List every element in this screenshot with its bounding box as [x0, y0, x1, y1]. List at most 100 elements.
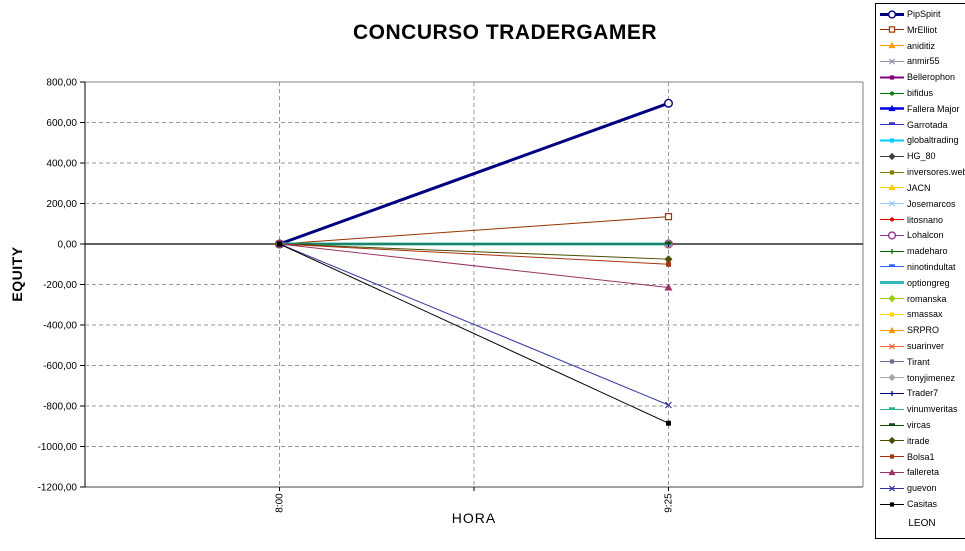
legend-marker: [889, 454, 895, 459]
legend-symbol-icon: [880, 42, 904, 49]
legend-label: optiongreg: [907, 277, 950, 288]
y-tick-label: -1200,00: [38, 483, 78, 494]
legend-label: PipSpirit: [907, 9, 941, 19]
series-marker-Bolsa1: [666, 261, 671, 267]
legend-item-Fallera Major: Fallera Major: [880, 101, 960, 117]
legend-label: inversores.webgs: [907, 167, 965, 178]
legend-footer-label: LEON: [908, 518, 936, 529]
legend-label: Bolsa1: [907, 451, 935, 462]
series-line-fallereta: [279, 243, 669, 289]
y-tick-label: 600,00: [46, 118, 77, 129]
legend-item-bifidus: bifidus: [880, 85, 933, 101]
legend-symbol-icon: [880, 90, 904, 96]
legend-symbol-icon: [880, 264, 904, 268]
legend-label: madeharo: [907, 246, 948, 257]
legend-marker: [889, 75, 895, 80]
legend-symbol-icon: [880, 437, 904, 445]
x-tick-label: 8:00: [275, 493, 286, 513]
legend-symbol-icon: [880, 312, 904, 317]
legend-label: Casitas: [907, 499, 938, 510]
legend-symbol-icon: [880, 26, 904, 33]
legend-item-Josemarcos: Josemarcos: [880, 196, 956, 212]
legend-label: Trader7: [907, 388, 939, 399]
legend-symbol-icon: [880, 374, 904, 382]
legend-item-Bolsa1: Bolsa1: [880, 449, 935, 465]
legend-marker: [888, 437, 896, 445]
legend-symbol-icon: [880, 58, 904, 65]
legend-symbol-icon: [880, 9, 904, 19]
y-tick-label: 800,00: [46, 78, 77, 89]
series-marker-itrade: [664, 255, 673, 264]
series-line-Casitas: [279, 243, 669, 424]
legend-item-inversores.webgs: inversores.webgs: [880, 164, 965, 180]
chart-title: CONCURSO TRADERGAMER: [353, 21, 657, 44]
legend-label: HG_80: [907, 151, 936, 162]
legend-symbol-icon: [880, 326, 904, 333]
legend-symbol-icon: [880, 105, 904, 112]
legend-item-PipSpirit: PipSpirit: [880, 6, 941, 22]
y-tick-label: -600,00: [43, 361, 77, 372]
legend-symbol-icon: [880, 184, 904, 191]
legend-item-SRPRO: SRPRO: [880, 322, 939, 338]
legend-label: tonyjimenez: [907, 372, 956, 383]
legend-symbol-icon: [880, 217, 904, 222]
legend: PipSpirit MrElliot aniditiz anmir55 Bellerop…: [875, 3, 965, 539]
legend-symbol-icon: [880, 75, 904, 80]
legend-label: suarinver: [907, 341, 945, 351]
legend-marker: [888, 105, 896, 112]
legend-symbol-icon: [880, 454, 904, 459]
legend-label: anmir55: [907, 56, 940, 67]
legend-item-smassax: smassax: [880, 306, 943, 322]
series-line-itrade: [279, 243, 669, 260]
x-axis-title: HORA: [451, 510, 497, 526]
series-marker-fallereta: [664, 283, 673, 291]
legend-marker: [888, 342, 896, 350]
legend-symbol-icon: [880, 152, 904, 160]
legend-label: Tirant: [907, 356, 930, 367]
legend-label: ninotindultat: [907, 261, 956, 272]
y-tick-label: 200,00: [46, 199, 77, 210]
legend-label: globaltrading: [907, 135, 959, 146]
legend-item-vinumveritas: vinumveritas: [880, 401, 958, 417]
x-tick-label: 9:25: [664, 493, 675, 513]
series-line-Bolsa1: [279, 243, 669, 265]
legend-symbol-icon: [880, 468, 904, 476]
legend-marker: [888, 152, 896, 160]
legend-symbol-icon: [880, 485, 904, 492]
legend-label: litosnano: [907, 214, 944, 225]
legend-label: itrade: [907, 435, 930, 446]
legend-marker: [888, 294, 896, 303]
legend-marker: [887, 231, 897, 240]
legend-item-Tirant: Tirant: [880, 354, 930, 370]
legend-marker: [888, 485, 896, 492]
legend-label: Fallera Major: [907, 103, 960, 114]
legend-label: MrElliot: [907, 24, 938, 35]
legend-item-MrElliot: MrElliot: [880, 22, 937, 38]
legend-item-tonyjimenez: tonyjimenez: [880, 370, 955, 386]
y-tick-label: 0,00: [58, 240, 78, 251]
legend-marker: [889, 169, 895, 175]
legend-symbol-icon: [880, 281, 904, 285]
legend-symbol-icon: [880, 200, 904, 207]
legend-marker: [888, 184, 896, 191]
legend-symbol-icon: [880, 502, 904, 507]
legend-marker: [887, 9, 897, 19]
legend-item-aniditiz: aniditiz: [880, 38, 935, 54]
legend-label: smassax: [907, 309, 943, 320]
legend-item-vircas: vircas: [880, 417, 931, 433]
legend-item-litosnano: litosnano: [880, 212, 943, 228]
legend-item-HG_80: HG_80: [880, 148, 936, 164]
legend-label: vircas: [907, 420, 931, 431]
legend-symbol-icon: [880, 169, 904, 175]
legend-item-JACN: JACN: [880, 180, 931, 196]
y-tick-label: 400,00: [46, 159, 77, 170]
legend-item-globaltrading: globaltrading: [880, 132, 959, 148]
legend-item-guevon: guevon: [880, 480, 937, 496]
legend-symbol-icon: [880, 138, 904, 143]
legend-item-ninotindultat: ninotindultat: [880, 259, 956, 275]
legend-item-madeharo: madeharo: [880, 243, 948, 259]
legend-label: romanska: [907, 293, 947, 304]
legend-marker: [889, 312, 895, 317]
legend-symbol-icon: [880, 390, 904, 397]
